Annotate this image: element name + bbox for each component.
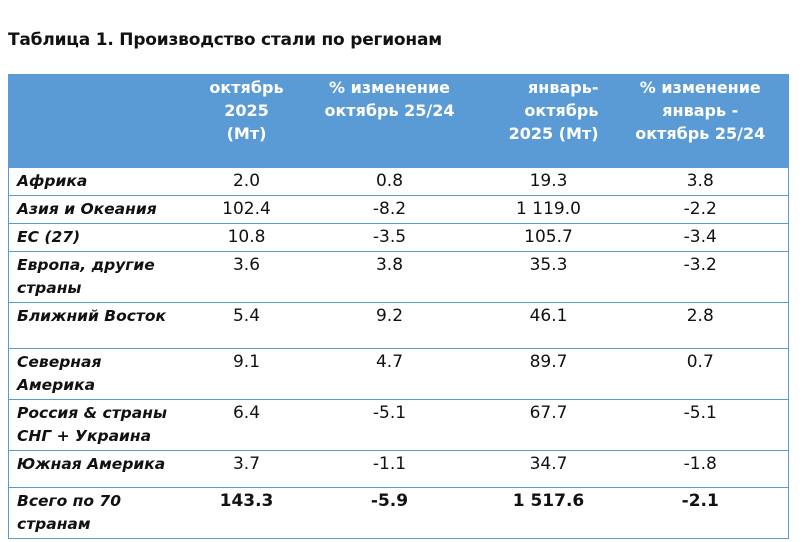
october-change-value: 0.8 xyxy=(294,168,485,196)
header-ytd-line3: 2025 (Мт) xyxy=(508,124,599,143)
october-value: 6.4 xyxy=(198,399,295,451)
region-cell: Европа, другие страны xyxy=(8,251,199,303)
region-cell: Северная Америка xyxy=(8,348,199,400)
header-ytd-line2: октябрь xyxy=(524,101,599,120)
table-title: Таблица 1. Производство стали по региона… xyxy=(8,30,442,50)
table-row: Россия & страны СНГ + Украина 6.4 -5.1 67… xyxy=(8,399,789,451)
header-ytd-change: % изменение январь - октябрь 25/24 xyxy=(612,74,789,168)
header-row: октябрь 2025 (Мт) % изменение октябрь 25… xyxy=(8,74,789,168)
steel-production-table: октябрь 2025 (Мт) % изменение октябрь 25… xyxy=(8,74,789,539)
table-row: Азия и Океания 102.4 -8.2 1 119.0 -2.2 xyxy=(8,195,789,224)
october-value: 9.1 xyxy=(198,348,295,400)
header-october-change-line2: октябрь 25/24 xyxy=(324,101,455,120)
total-ytd-change-value: -2.1 xyxy=(612,487,789,539)
header-october: октябрь 2025 (Мт) xyxy=(198,74,295,168)
header-region xyxy=(8,74,199,168)
table-row: Ближний Восток 5.4 9.2 46.1 2.8 xyxy=(8,302,789,349)
october-change-value: -1.1 xyxy=(294,450,485,488)
region-cell: Южная Америка xyxy=(8,450,199,488)
header-ytd-change-line3: октябрь 25/24 xyxy=(635,124,766,143)
header-october-line1: октябрь xyxy=(209,78,284,97)
ytd-value: 19.3 xyxy=(484,168,613,196)
ytd-value: 89.7 xyxy=(484,348,613,400)
region-cell: Азия и Океания xyxy=(8,195,199,224)
header-october-change: % изменение октябрь 25/24 xyxy=(294,74,485,168)
header-ytd: январь- октябрь 2025 (Мт) xyxy=(484,74,613,168)
october-change-value: -8.2 xyxy=(294,195,485,224)
october-value: 2.0 xyxy=(198,168,295,196)
table-row: Африка 2.0 0.8 19.3 3.8 xyxy=(8,168,789,196)
october-change-value: 4.7 xyxy=(294,348,485,400)
region-cell: Ближний Восток xyxy=(8,302,199,349)
october-change-value: 3.8 xyxy=(294,251,485,303)
header-october-change-line1: % изменение xyxy=(328,78,451,97)
october-value: 5.4 xyxy=(198,302,295,349)
october-change-value: -5.1 xyxy=(294,399,485,451)
region-cell: Россия & страны СНГ + Украина xyxy=(8,399,199,451)
october-change-value: -3.5 xyxy=(294,223,485,252)
table-row: Южная Америка 3.7 -1.1 34.7 -1.8 xyxy=(8,450,789,488)
region-cell: ЕС (27) xyxy=(8,223,199,252)
october-value: 10.8 xyxy=(198,223,295,252)
ytd-value: 105.7 xyxy=(484,223,613,252)
october-value: 3.6 xyxy=(198,251,295,303)
october-value: 102.4 xyxy=(198,195,295,224)
ytd-change-value: -1.8 xyxy=(612,450,789,488)
ytd-change-value: 3.8 xyxy=(612,168,789,196)
ytd-value: 46.1 xyxy=(484,302,613,349)
total-ytd-value: 1 517.6 xyxy=(484,487,613,539)
total-region-cell: Всего по 70 странам xyxy=(8,487,199,539)
header-october-line2: 2025 (Мт) xyxy=(224,101,269,143)
ytd-value: 67.7 xyxy=(484,399,613,451)
ytd-value: 34.7 xyxy=(484,450,613,488)
ytd-change-value: 2.8 xyxy=(612,302,789,349)
ytd-change-value: -2.2 xyxy=(612,195,789,224)
ytd-value: 1 119.0 xyxy=(484,195,613,224)
october-change-value: 9.2 xyxy=(294,302,485,349)
header-ytd-change-line1: % изменение xyxy=(639,78,761,97)
october-value: 3.7 xyxy=(198,450,295,488)
total-october-change-value: -5.9 xyxy=(294,487,485,539)
header-ytd-change-line2: январь - xyxy=(662,101,739,120)
ytd-value: 35.3 xyxy=(484,251,613,303)
header-ytd-line1: январь- xyxy=(528,78,599,97)
ytd-change-value: -3.4 xyxy=(612,223,789,252)
table-row: Европа, другие страны 3.6 3.8 35.3 -3.2 xyxy=(8,251,789,303)
ytd-change-value: -3.2 xyxy=(612,251,789,303)
table-row: Северная Америка 9.1 4.7 89.7 0.7 xyxy=(8,348,789,400)
region-cell: Африка xyxy=(8,168,199,196)
ytd-change-value: -5.1 xyxy=(612,399,789,451)
ytd-change-value: 0.7 xyxy=(612,348,789,400)
table-row: ЕС (27) 10.8 -3.5 105.7 -3.4 xyxy=(8,223,789,252)
total-row: Всего по 70 странам 143.3 -5.9 1 517.6 -2… xyxy=(8,487,789,539)
total-october-value: 143.3 xyxy=(198,487,295,539)
